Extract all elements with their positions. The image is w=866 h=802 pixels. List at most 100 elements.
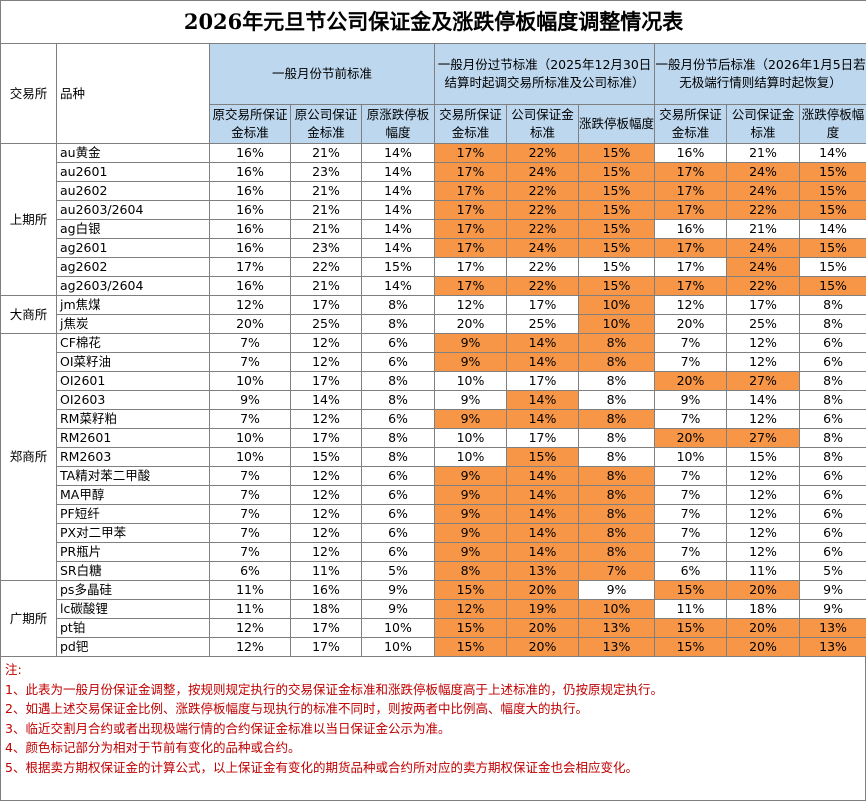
value-cell: 6%: [654, 561, 727, 581]
value-cell: 12%: [290, 466, 362, 486]
table-row: PR瓶片 7% 12% 6% 9% 14% 8% 7% 12% 6%: [1, 542, 866, 562]
value-cell: 14%: [798, 143, 866, 163]
value-cell: 8%: [578, 352, 655, 372]
value-cell: 6%: [361, 466, 435, 486]
table-row: pd钯 12% 17% 10% 15% 20% 13% 15% 20% 13%: [1, 637, 866, 657]
product-cell: ag白银: [56, 219, 210, 239]
note-line: 3、临近交割月合约或者出现极端行情的合约保证金标准以当日保证金公示为准。: [5, 720, 451, 736]
value-cell: 20%: [654, 428, 727, 448]
header-group-after: 一般月份节后标准（2026年1月5日若无极端行情则结算时起恢复）: [653, 43, 866, 105]
exchange-cell: 上期所: [0, 143, 57, 296]
value-cell: 8%: [578, 333, 655, 353]
value-cell: 16%: [209, 181, 291, 201]
value-cell: 20%: [434, 314, 507, 334]
value-cell: 8%: [361, 390, 435, 410]
value-cell: 22%: [506, 181, 579, 201]
value-cell: 17%: [506, 295, 579, 315]
page-title: 2026年元旦节公司保证金及涨跌停板幅度调整情况表: [0, 0, 866, 44]
value-cell: 19%: [506, 599, 579, 619]
value-cell: 13%: [578, 618, 655, 638]
value-cell: 22%: [506, 143, 579, 163]
subheader-after-2: 涨跌停板幅度: [798, 104, 866, 144]
value-cell: 10%: [654, 447, 727, 467]
table-row: au2602 16% 21% 14% 17% 22% 15% 17% 24% 15%: [1, 181, 866, 201]
value-cell: 24%: [506, 238, 579, 258]
value-cell: 25%: [290, 314, 362, 334]
exchange-cell: 广期所: [0, 580, 57, 657]
note-line: 5、根据卖方期权保证金的计算公式，以上保证金有变化的期货品种或合约所对应的卖方期…: [5, 759, 638, 775]
value-cell: 6%: [798, 504, 866, 524]
value-cell: 25%: [726, 314, 800, 334]
header-group-during: 一般月份过节标准（2025年12月30日结算时起调交易所标准及公司标准）: [434, 43, 655, 105]
subheader-during-0: 交易所保证金标准: [434, 104, 507, 144]
value-cell: 15%: [798, 238, 866, 258]
value-cell: 9%: [434, 390, 507, 410]
product-cell: MA甲醇: [56, 485, 210, 505]
value-cell: 9%: [434, 466, 507, 486]
value-cell: 12%: [290, 504, 362, 524]
value-cell: 20%: [726, 618, 800, 638]
value-cell: 6%: [361, 504, 435, 524]
value-cell: 9%: [434, 352, 507, 372]
value-cell: 8%: [578, 466, 655, 486]
table-row: RM菜籽粕 7% 12% 6% 9% 14% 8% 7% 12% 6%: [1, 409, 866, 429]
value-cell: 15%: [798, 257, 866, 277]
value-cell: 24%: [726, 181, 800, 201]
value-cell: 10%: [434, 447, 507, 467]
value-cell: 16%: [209, 200, 291, 220]
value-cell: 7%: [654, 523, 727, 543]
value-cell: 21%: [726, 143, 800, 163]
value-cell: 11%: [209, 599, 291, 619]
value-cell: 15%: [578, 200, 655, 220]
value-cell: 16%: [209, 143, 291, 163]
table-row: 大商所 jm焦煤 12% 17% 8% 12% 17% 10% 12% 17% 8%: [0, 295, 866, 334]
value-cell: 14%: [361, 219, 435, 239]
value-cell: 20%: [209, 314, 291, 334]
product-cell: au2602: [56, 181, 210, 201]
value-cell: 10%: [578, 599, 655, 619]
value-cell: 20%: [726, 637, 800, 657]
value-cell: 17%: [654, 276, 727, 296]
value-cell: 7%: [209, 523, 291, 543]
value-cell: 15%: [361, 257, 435, 277]
value-cell: 14%: [361, 276, 435, 296]
value-cell: 14%: [506, 409, 579, 429]
value-cell: 17%: [726, 295, 800, 315]
value-cell: 8%: [578, 485, 655, 505]
value-cell: 11%: [654, 599, 727, 619]
table-row: ag2602 17% 22% 15% 17% 22% 15% 17% 24% 15%: [1, 257, 866, 277]
value-cell: 12%: [290, 333, 362, 353]
value-cell: 17%: [506, 428, 579, 448]
value-cell: 15%: [798, 200, 866, 220]
value-cell: 15%: [578, 143, 655, 163]
table-row: OI2601 10% 17% 8% 10% 17% 8% 20% 27% 8%: [1, 371, 866, 391]
value-cell: 9%: [361, 580, 435, 600]
table-row: RM2601 10% 17% 8% 10% 17% 8% 20% 27% 8%: [1, 428, 866, 448]
value-cell: 10%: [361, 618, 435, 638]
value-cell: 10%: [434, 371, 507, 391]
value-cell: 21%: [290, 181, 362, 201]
value-cell: 17%: [290, 295, 362, 315]
subheader-during-1: 公司保证金标准: [506, 104, 579, 144]
value-cell: 7%: [654, 466, 727, 486]
value-cell: 9%: [434, 523, 507, 543]
value-cell: 10%: [209, 371, 291, 391]
value-cell: 9%: [578, 580, 655, 600]
value-cell: 17%: [290, 371, 362, 391]
value-cell: 8%: [578, 390, 655, 410]
value-cell: 10%: [434, 428, 507, 448]
value-cell: 8%: [578, 371, 655, 391]
value-cell: 22%: [506, 219, 579, 239]
value-cell: 14%: [506, 352, 579, 372]
value-cell: 15%: [798, 181, 866, 201]
value-cell: 21%: [726, 219, 800, 239]
product-cell: jm焦煤: [56, 295, 210, 315]
value-cell: 12%: [726, 352, 800, 372]
subheader-after-0: 交易所保证金标准: [654, 104, 727, 144]
value-cell: 7%: [209, 409, 291, 429]
value-cell: 14%: [361, 162, 435, 182]
value-cell: 10%: [578, 295, 655, 315]
value-cell: 20%: [654, 314, 727, 334]
product-cell: j焦炭: [56, 314, 210, 334]
